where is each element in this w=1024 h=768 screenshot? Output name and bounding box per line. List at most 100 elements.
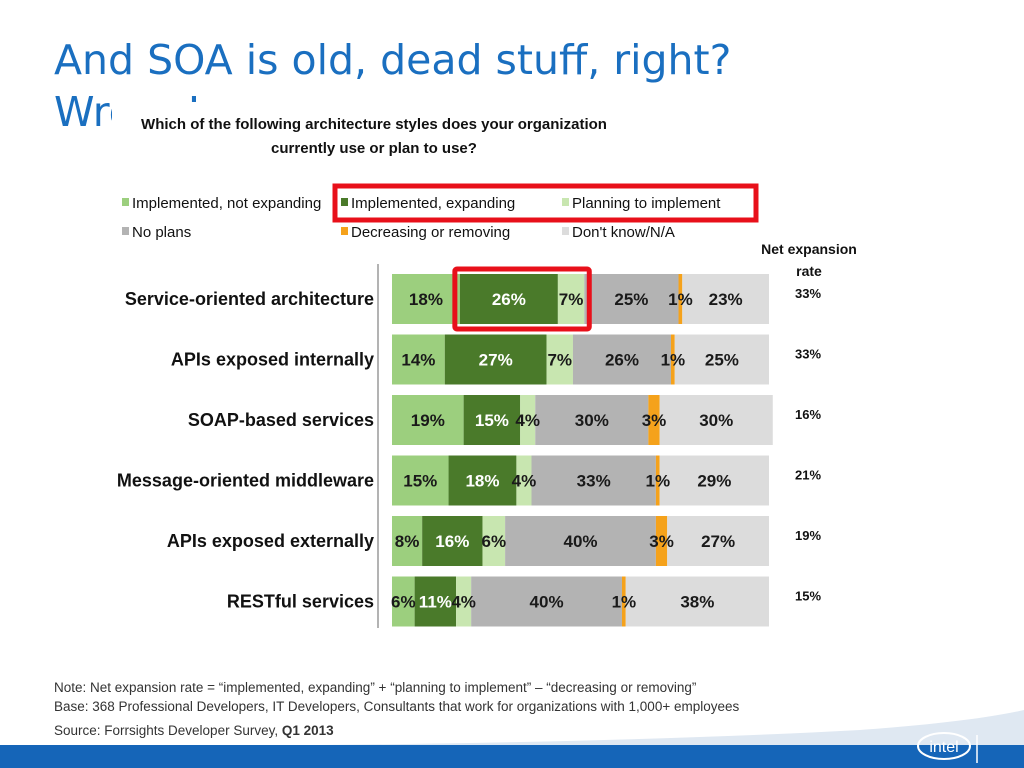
bar-segment <box>444 334 547 385</box>
bar-value-label: 3% <box>649 532 674 551</box>
bar-segment <box>535 395 649 445</box>
bar-value-label: 6% <box>391 593 416 612</box>
net-expansion-value: 19% <box>795 528 821 543</box>
bar-value-label: 1% <box>668 290 693 309</box>
legend-swatch <box>122 198 129 206</box>
footer-wave <box>0 710 1024 750</box>
footer-band <box>0 745 1024 768</box>
survey-chart: Which of the following architecture styl… <box>112 102 862 640</box>
bar-segment <box>422 516 483 566</box>
category-label: APIs exposed externally <box>167 531 374 551</box>
legend-entry: Decreasing or removing <box>351 224 510 241</box>
chart-question: Which of the following architecture styl… <box>141 116 607 157</box>
bar-value-label: 1% <box>612 593 637 612</box>
bar-value-label: 1% <box>661 351 686 370</box>
footnotes: Note: Net expansion rate = “implemented,… <box>54 678 954 740</box>
bar-segment <box>456 576 472 627</box>
net-expansion-title: Net expansion <box>761 241 857 257</box>
bar-value-label: 27% <box>701 532 735 551</box>
net-expansion-value: 33% <box>795 286 821 301</box>
bar-segment <box>463 395 521 445</box>
bar-segment <box>667 516 769 566</box>
bar-segment <box>482 516 506 566</box>
footnote-note: Note: Net expansion rate = “implemented,… <box>54 680 697 695</box>
bar-value-label: 8% <box>395 532 420 551</box>
highlight-boxes <box>332 183 759 332</box>
bar-value-label: 6% <box>482 532 507 551</box>
stacked-bars: Service-oriented architecture 18% 26% 7% 25%… <box>117 274 821 627</box>
legend-entry: No plans <box>132 224 191 241</box>
bar-value-label: 18% <box>465 472 499 491</box>
chart-question-line: currently use or plan to use? <box>271 140 477 157</box>
net-expansion-value: 33% <box>795 347 821 362</box>
bar-value-label: 30% <box>575 411 609 430</box>
bar-segment <box>670 334 675 385</box>
bar-value-label: 25% <box>705 351 739 370</box>
bar-value-label: 38% <box>680 593 714 612</box>
bar-value-label: 40% <box>530 593 564 612</box>
bar-value-label: 7% <box>559 290 584 309</box>
category-label: Service-oriented architecture <box>125 289 374 309</box>
category-label: SOAP-based services <box>188 410 374 430</box>
bar-value-label: 23% <box>709 290 743 309</box>
legend-highlight-box <box>332 183 759 223</box>
legend-swatch <box>562 198 569 206</box>
bar-segment <box>557 274 585 324</box>
chart-svg: Which of the following architecture styl… <box>117 116 857 628</box>
bar-value-label: 26% <box>605 351 639 370</box>
bar-segment <box>621 576 626 627</box>
intel-logo-text: intel <box>929 739 958 756</box>
bar-segment <box>392 274 460 324</box>
bar-value-label: 1% <box>645 472 670 491</box>
bar-highlight-box <box>452 266 592 332</box>
bar-segment <box>682 274 769 324</box>
bar-segment <box>392 334 445 385</box>
legend-swatch <box>341 227 348 235</box>
bar-segment <box>392 516 423 566</box>
bar-segment <box>572 334 671 385</box>
bar-segment <box>546 334 573 385</box>
category-label: Message-oriented middleware <box>117 471 374 491</box>
bar-value-label: 27% <box>479 351 513 370</box>
bar-value-label: 4% <box>451 593 476 612</box>
bar-value-label: 16% <box>435 532 469 551</box>
net-expansion-value: 16% <box>795 407 821 422</box>
bar-segment <box>678 274 683 324</box>
bar-value-label: 40% <box>563 532 597 551</box>
bar-value-label: 4% <box>515 411 540 430</box>
bar-value-label: 26% <box>492 290 526 309</box>
bar-segment <box>392 395 464 445</box>
chart-legend: Implemented, not expanding Implemented, e… <box>122 195 721 241</box>
net-expansion-header: Net expansion rate <box>761 241 857 279</box>
bar-segment <box>584 274 679 324</box>
bar-value-label: 25% <box>614 290 648 309</box>
legend-entry: Implemented, expanding <box>351 195 515 212</box>
legend-entry: Planning to implement <box>572 195 721 212</box>
bar-segment <box>648 395 660 445</box>
bar-segment <box>625 576 769 627</box>
bar-segment <box>520 395 536 445</box>
legend-swatch <box>562 227 569 235</box>
bar-segment <box>659 455 769 506</box>
category-label: APIs exposed internally <box>171 350 374 370</box>
bar-value-label: 33% <box>577 472 611 491</box>
bar-value-label: 15% <box>475 411 509 430</box>
bar-value-label: 30% <box>699 411 733 430</box>
bar-segment <box>392 576 415 627</box>
footnote-base: Base: 368 Professional Developers, IT De… <box>54 699 740 714</box>
bar-segment <box>505 516 656 566</box>
bar-value-label: 14% <box>401 351 435 370</box>
net-expansion-title: rate <box>796 263 822 279</box>
legend-entry: Don't know/N/A <box>572 224 675 241</box>
footnote-source: Source: Forrsights Developer Survey, Q1 … <box>54 721 954 740</box>
category-label: RESTful services <box>227 592 374 612</box>
bar-segment <box>531 455 656 506</box>
bar-segment <box>516 455 532 506</box>
intel-logo: intel <box>917 732 978 763</box>
bar-segment <box>448 455 517 506</box>
bar-segment <box>674 334 769 385</box>
legend-swatch <box>122 227 129 235</box>
bar-value-label: 18% <box>409 290 443 309</box>
legend-entry: Implemented, not expanding <box>132 195 321 212</box>
bar-segment <box>655 455 660 506</box>
